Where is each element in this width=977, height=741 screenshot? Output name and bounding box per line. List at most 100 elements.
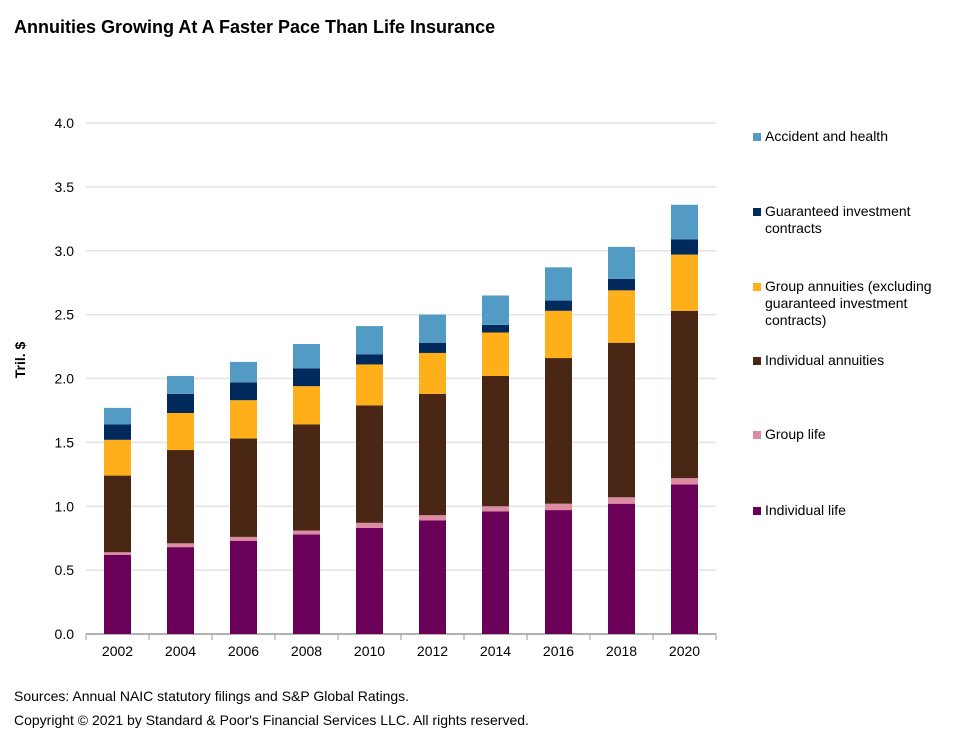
bar-segment-individual-annuities xyxy=(671,310,698,479)
bar-segment-accident-and-health xyxy=(356,326,383,355)
y-tick-label: 2.0 xyxy=(55,371,75,387)
legend-swatch xyxy=(753,431,761,439)
bar-segment-guaranteed-investment-contracts xyxy=(230,382,257,401)
legend-item: Guaranteed investment contracts xyxy=(753,203,965,237)
bar-segment-guaranteed-investment-contracts xyxy=(545,300,572,311)
bar-segment-individual-annuities xyxy=(356,405,383,523)
bar-segment-accident-and-health xyxy=(419,314,446,343)
bar-segment-group-life xyxy=(167,543,194,548)
x-tick-label: 2016 xyxy=(543,643,574,659)
bar-segment-group-life xyxy=(545,503,572,511)
bar-segment-group-life xyxy=(419,515,446,521)
bar-segment-group-annuities-excluding-guaranteed-investment-contracts xyxy=(230,400,257,439)
bar-segment-individual-annuities xyxy=(167,450,194,544)
legend-item: Accident and health xyxy=(753,128,965,145)
y-tick-label: 4.0 xyxy=(55,115,75,131)
bar-segment-accident-and-health xyxy=(671,204,698,240)
bar-segment-group-annuities-excluding-guaranteed-investment-contracts xyxy=(608,290,635,343)
legend-label: Individual annuities xyxy=(765,352,885,368)
bar-segment-group-life xyxy=(482,506,509,512)
y-tick-label: 3.5 xyxy=(55,179,75,195)
legend-label: Guaranteed investment contracts xyxy=(765,203,911,236)
legend-item: Group annuities (excluding guaranteed in… xyxy=(753,278,965,329)
bar-segment-group-annuities-excluding-guaranteed-investment-contracts xyxy=(671,254,698,311)
bar-segment-guaranteed-investment-contracts xyxy=(419,342,446,353)
bar-segment-accident-and-health xyxy=(545,267,572,301)
bar-segment-group-life xyxy=(104,552,131,555)
bar-segment-guaranteed-investment-contracts xyxy=(482,324,509,333)
bar-segment-individual-life xyxy=(167,547,194,634)
y-tick-label: 0.0 xyxy=(55,626,75,642)
bar-segment-accident-and-health xyxy=(104,407,131,425)
bar-segment-guaranteed-investment-contracts xyxy=(293,368,320,387)
legend-item: Individual annuities xyxy=(753,352,965,369)
sources-note: Sources: Annual NAIC statutory filings a… xyxy=(14,688,410,704)
bar-segment-group-annuities-excluding-guaranteed-investment-contracts xyxy=(104,439,131,476)
bar-segment-accident-and-health xyxy=(230,361,257,383)
y-axis-label: Tril. $ xyxy=(12,342,28,379)
bar-segment-guaranteed-investment-contracts xyxy=(608,278,635,291)
bar-segment-group-life xyxy=(608,497,635,504)
bar-segment-group-life xyxy=(671,478,698,485)
x-tick-label: 2018 xyxy=(606,643,637,659)
bar-segment-individual-life xyxy=(293,534,320,634)
bar-segment-guaranteed-investment-contracts xyxy=(671,239,698,255)
x-tick-label: 2006 xyxy=(228,643,259,659)
bar-segment-group-annuities-excluding-guaranteed-investment-contracts xyxy=(293,386,320,425)
bar-segment-individual-annuities xyxy=(293,424,320,531)
bar-segment-group-annuities-excluding-guaranteed-investment-contracts xyxy=(167,412,194,451)
y-tick-label: 0.5 xyxy=(55,562,75,578)
legend-swatch xyxy=(753,507,761,515)
bar-segment-group-annuities-excluding-guaranteed-investment-contracts xyxy=(482,332,509,376)
legend-swatch xyxy=(753,133,761,141)
chart-title: Annuities Growing At A Faster Pace Than … xyxy=(14,17,496,37)
bar-segment-individual-life xyxy=(230,540,257,634)
bar-segment-individual-annuities xyxy=(482,375,509,507)
bar-segment-accident-and-health xyxy=(167,375,194,394)
bar-segment-individual-life xyxy=(608,503,635,634)
bar-segment-group-annuities-excluding-guaranteed-investment-contracts xyxy=(419,352,446,394)
bar-segment-group-annuities-excluding-guaranteed-investment-contracts xyxy=(356,364,383,406)
bar-segment-individual-life xyxy=(356,527,383,634)
bar-segment-individual-annuities xyxy=(608,342,635,498)
bar-segment-accident-and-health xyxy=(608,246,635,279)
bar-segment-group-annuities-excluding-guaranteed-investment-contracts xyxy=(545,310,572,359)
x-tick-label: 2002 xyxy=(102,643,133,659)
y-tick-label: 2.5 xyxy=(55,307,75,323)
bar-segment-individual-life xyxy=(545,510,572,634)
legend-swatch xyxy=(753,357,761,365)
bar-segment-guaranteed-investment-contracts xyxy=(167,393,194,413)
bar-segment-individual-life xyxy=(104,554,131,634)
legend-item: Individual life xyxy=(753,502,965,519)
bar-segment-guaranteed-investment-contracts xyxy=(104,424,131,440)
legend-label: Group annuities (excluding guaranteed in… xyxy=(765,278,932,328)
bar-segment-group-life xyxy=(356,522,383,528)
x-tick-label: 2010 xyxy=(354,643,385,659)
legend-label: Group life xyxy=(765,426,826,442)
legend-swatch xyxy=(753,283,761,291)
bar-segment-accident-and-health xyxy=(293,344,320,369)
y-tick-label: 1.5 xyxy=(55,434,75,450)
bar-segment-guaranteed-investment-contracts xyxy=(356,354,383,365)
bar-segment-individual-life xyxy=(419,520,446,634)
x-tick-label: 2004 xyxy=(165,643,196,659)
y-tick-label: 1.0 xyxy=(55,498,75,514)
legend-label: Accident and health xyxy=(765,128,888,144)
x-tick-label: 2012 xyxy=(417,643,448,659)
legend-item: Group life xyxy=(753,426,965,443)
x-tick-label: 2014 xyxy=(480,643,511,659)
bar-segment-group-life xyxy=(230,536,257,541)
legend-swatch xyxy=(753,208,761,216)
x-tick-label: 2008 xyxy=(291,643,322,659)
bar-segment-accident-and-health xyxy=(482,295,509,325)
bar-segment-individual-life xyxy=(482,511,509,634)
bar-segment-individual-annuities xyxy=(419,393,446,516)
bar-segment-individual-life xyxy=(671,484,698,634)
bar-segment-individual-annuities xyxy=(230,438,257,537)
y-tick-label: 3.0 xyxy=(55,243,75,259)
x-tick-label: 2020 xyxy=(669,643,700,659)
bar-segment-individual-annuities xyxy=(104,475,131,553)
bar-segment-individual-annuities xyxy=(545,358,572,504)
